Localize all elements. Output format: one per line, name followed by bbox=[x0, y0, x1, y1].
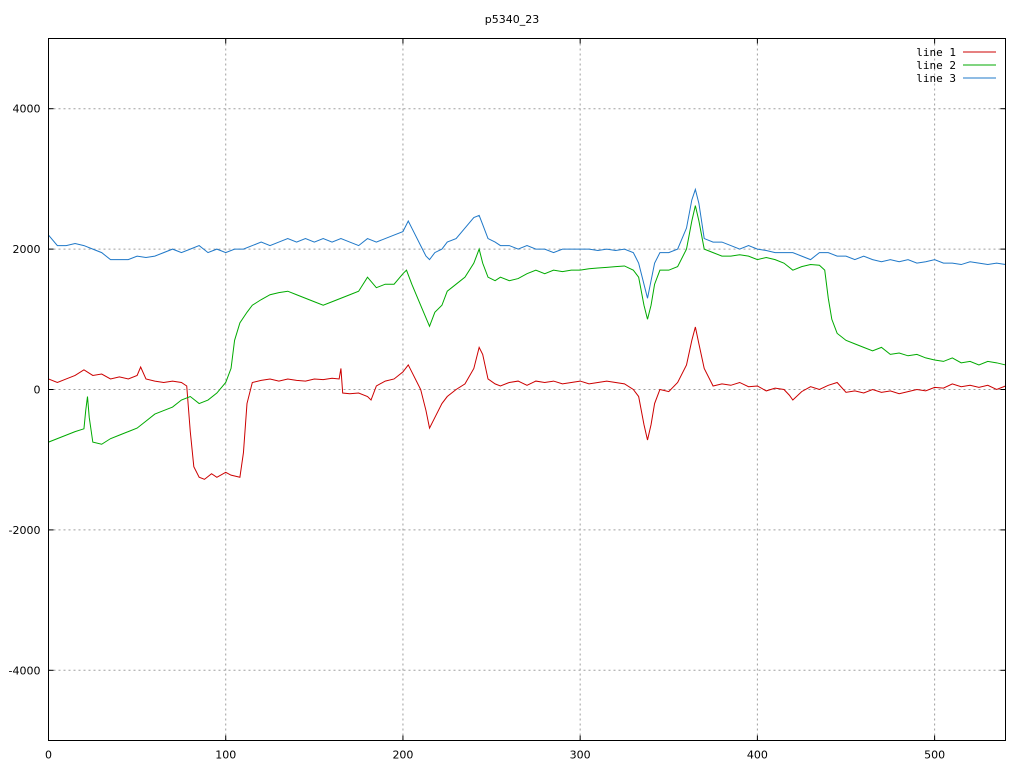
x-tick-label: 400 bbox=[747, 749, 768, 762]
y-tick-label: 4000 bbox=[13, 103, 41, 116]
x-tick-label: 200 bbox=[392, 749, 413, 762]
y-tick-label: 0 bbox=[34, 384, 41, 397]
chart-title: p5340_23 bbox=[485, 13, 539, 26]
x-tick-label: 300 bbox=[570, 749, 591, 762]
series-line-1 bbox=[48, 326, 1006, 480]
legend-label: line 2 bbox=[916, 59, 956, 72]
legend-label: line 1 bbox=[916, 46, 956, 59]
y-tick-label: -4000 bbox=[9, 664, 41, 677]
ticks: 0 100 200 300 400 500 -4000 -2000 0 2000 4000 bbox=[9, 38, 1006, 762]
x-tick-label: 500 bbox=[924, 749, 945, 762]
y-tick-label: 2000 bbox=[13, 243, 41, 256]
grid bbox=[48, 38, 1006, 741]
legend-label: line 3 bbox=[916, 72, 956, 85]
x-tick-label: 100 bbox=[215, 749, 236, 762]
y-tick-label: -2000 bbox=[9, 524, 41, 537]
series-line-3 bbox=[48, 187, 1006, 299]
plot-frame bbox=[48, 38, 1006, 741]
series-line-2 bbox=[48, 205, 1006, 445]
x-tick-label: 0 bbox=[45, 749, 52, 762]
series-layer bbox=[48, 187, 1006, 480]
